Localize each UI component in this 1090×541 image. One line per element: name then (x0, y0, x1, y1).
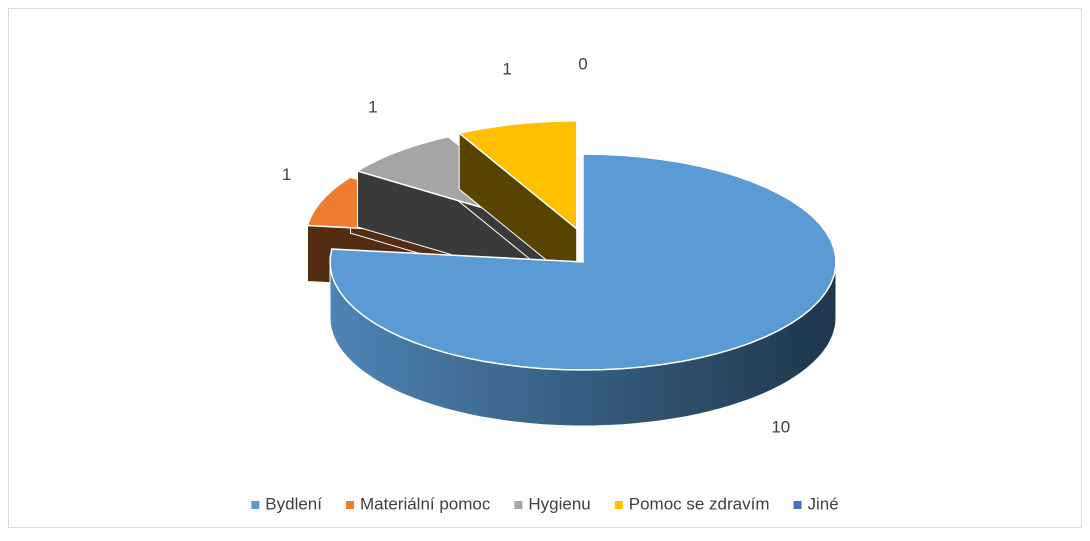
data-label: 1 (282, 165, 291, 184)
slice-top (457, 120, 578, 231)
legend-label: Jiné (808, 494, 839, 513)
legend-item: Pomoc se zdravím (614, 494, 770, 513)
slice (329, 153, 837, 427)
legend-item: Jiné (793, 494, 839, 513)
legend-swatch (514, 501, 523, 509)
legend: Bydlení Materiální pomoc Hygienu Pomoc se z… (251, 494, 839, 513)
legend-swatch (345, 501, 354, 509)
data-labels: 111 010 (282, 55, 790, 437)
data-label: 1 (502, 60, 511, 79)
legend-swatch (793, 501, 802, 509)
legend-label: Materiální pomoc (360, 494, 491, 513)
legend-label: Hygienu (528, 494, 590, 513)
legend-swatch (251, 501, 260, 509)
data-label: 10 (771, 417, 790, 436)
legend-item: Bydlení (251, 494, 322, 513)
pie (306, 120, 837, 427)
legend-label: Bydlení (265, 494, 322, 513)
legend-item: Materiální pomoc (345, 494, 491, 513)
slice-top (329, 153, 837, 371)
data-label: 1 (368, 98, 377, 117)
legend-swatch (614, 501, 623, 509)
data-label: 0 (578, 55, 587, 74)
legend-item: Hygienu (514, 494, 591, 513)
legend-label: Pomoc se zdravím (629, 494, 770, 513)
